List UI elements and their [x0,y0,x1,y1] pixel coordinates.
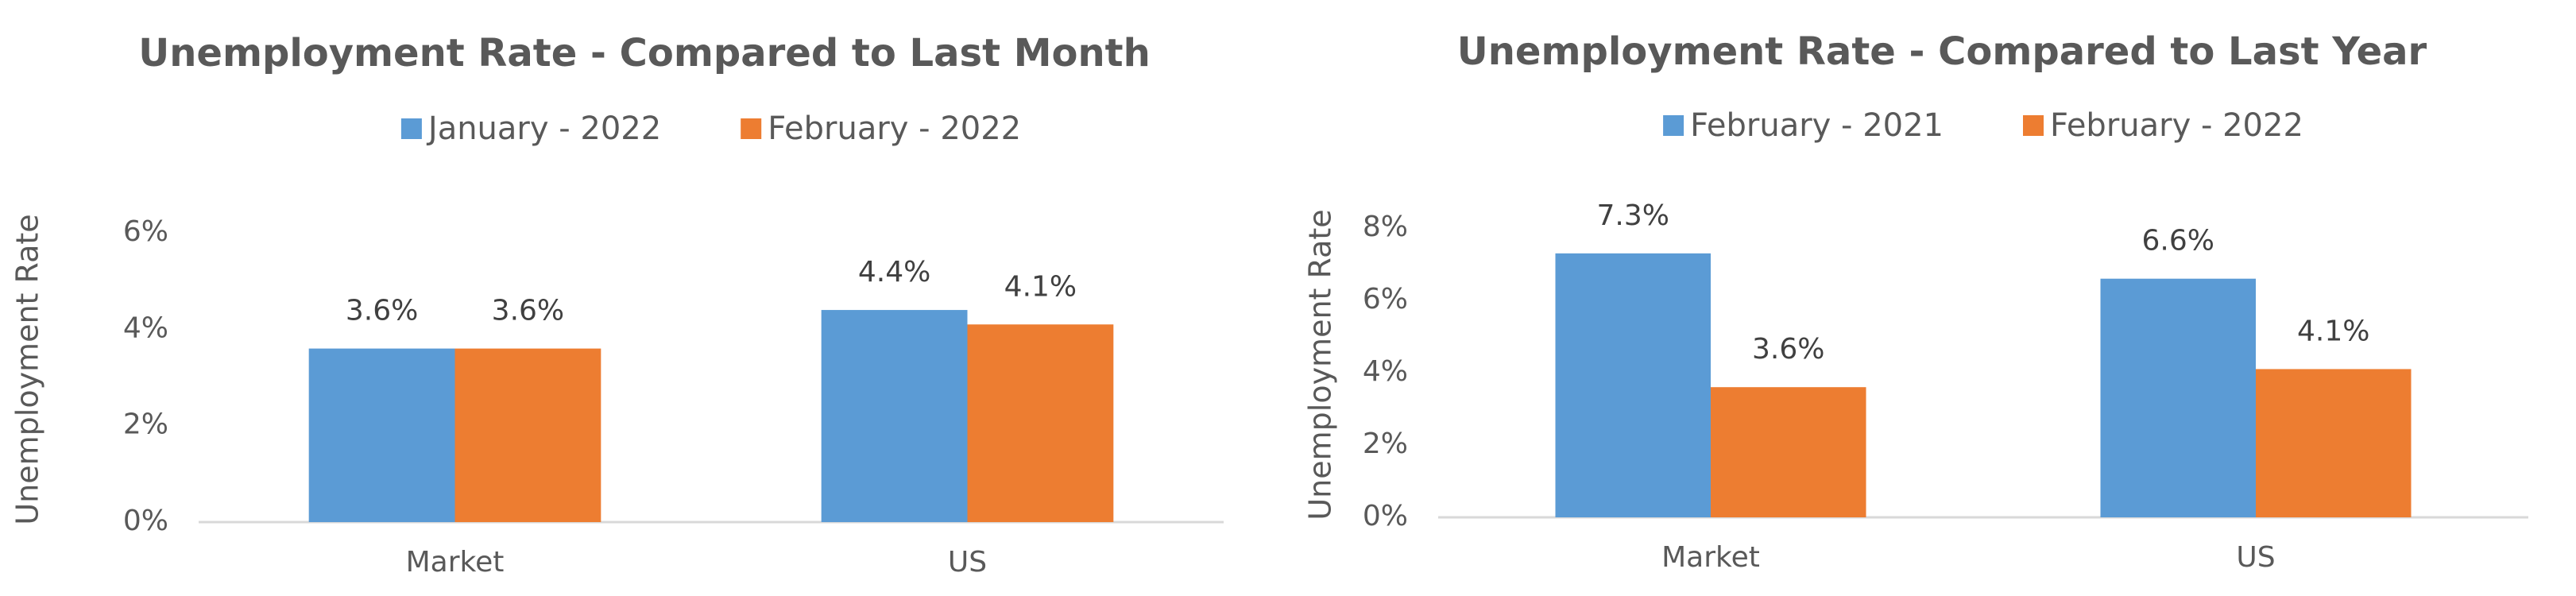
bar [1555,253,1711,517]
legend-marker [400,118,422,139]
chart-title: Unemployment Rate - Compared to Last Mon… [138,31,1151,75]
data-label: 6.6% [2142,225,2214,257]
y-tick-label: 4% [123,312,168,344]
x-tick-label: US [2236,541,2275,574]
data-label: 3.6% [346,295,418,327]
legend-marker [1663,115,1684,136]
data-label: 3.6% [1752,333,1824,366]
bar [2100,278,2256,517]
bar [821,310,968,522]
data-label: 4.1% [2297,315,2369,347]
y-tick-label: 6% [123,215,168,248]
data-label: 4.4% [858,256,930,288]
y-tick-label: 0% [1363,500,1408,532]
y-tick-label: 2% [123,408,168,441]
chart-title: Unemployment Rate - Compared to Last Yea… [1457,29,2427,74]
y-axis-title: Unemployment Rate [10,214,45,524]
bar [308,348,455,522]
legend-label: January - 2022 [426,110,661,147]
legend-marker [2023,115,2044,136]
legend-label: February - 2022 [2050,107,2303,144]
bar [967,324,1114,522]
x-tick-label: Market [406,546,505,579]
y-tick-label: 2% [1363,428,1408,460]
data-label: 7.3% [1597,199,1669,232]
y-tick-label: 6% [1363,283,1408,315]
legend-label: February - 2021 [1690,107,1944,144]
x-tick-label: Market [1661,541,1760,574]
y-tick-label: 8% [1363,211,1408,243]
data-label: 3.6% [492,295,564,327]
bar [1711,387,1866,517]
legend-marker [741,118,762,139]
data-label: 4.1% [1004,270,1077,303]
y-axis-title: Unemployment Rate [1303,209,1338,520]
bar [2256,369,2412,517]
y-tick-label: 4% [1363,355,1408,388]
y-tick-label: 0% [123,505,168,537]
legend-label: February - 2022 [768,110,1021,147]
bar [454,348,601,522]
x-tick-label: US [948,546,987,579]
